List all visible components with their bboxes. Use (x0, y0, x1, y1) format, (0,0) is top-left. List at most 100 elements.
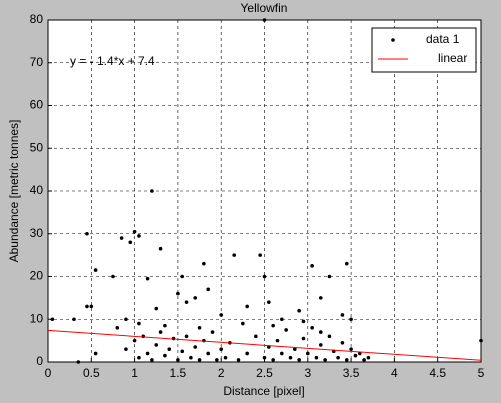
data-point (50, 317, 55, 322)
y-tick-label: 20 (30, 269, 44, 283)
data-point (167, 347, 172, 351)
data-point (318, 343, 323, 347)
data-point (184, 334, 189, 339)
data-point (357, 351, 362, 356)
data-point (206, 351, 211, 356)
data-point (223, 355, 228, 360)
x-tick-label: 2.5 (256, 366, 273, 380)
y-tick-label: 0 (36, 354, 43, 368)
x-tick-label: 2 (218, 366, 225, 380)
data-point (145, 276, 150, 281)
data-point (76, 360, 81, 364)
data-point (150, 358, 154, 362)
y-tick-label: 10 (30, 311, 44, 325)
data-point (297, 308, 301, 313)
data-point (150, 189, 154, 193)
data-point (297, 358, 301, 362)
data-point (336, 355, 340, 360)
data-point (193, 296, 198, 300)
data-point (362, 358, 366, 362)
y-tick-label: 60 (30, 98, 44, 112)
data-point (327, 274, 332, 279)
data-point (219, 313, 223, 317)
data-point (85, 231, 89, 236)
data-point (267, 300, 271, 304)
y-tick-label: 30 (30, 226, 44, 240)
data-point (137, 355, 141, 360)
x-tick-label: 0.5 (83, 366, 100, 380)
data-point (344, 358, 349, 362)
x-axis-label: Distance [pixel] (223, 384, 304, 398)
data-point (158, 246, 163, 251)
data-point (262, 18, 267, 22)
data-point (210, 330, 215, 334)
data-point (245, 351, 249, 356)
data-point (197, 358, 202, 362)
data-point (219, 347, 223, 351)
data-point (89, 304, 94, 309)
data-point (193, 345, 198, 349)
data-point (262, 274, 267, 279)
legend-label: linear (438, 51, 467, 65)
data-point (115, 326, 120, 330)
data-point (288, 355, 293, 360)
data-point (132, 338, 137, 343)
data-point (180, 274, 185, 279)
data-point (310, 264, 314, 268)
data-point (271, 358, 275, 362)
data-point (184, 300, 189, 304)
y-tick-label: 50 (30, 140, 44, 154)
legend-label: data 1 (426, 32, 460, 46)
data-point (271, 323, 275, 328)
fit-line (47, 329, 482, 361)
data-point (479, 338, 483, 343)
data-point (366, 355, 371, 360)
data-point (132, 229, 137, 234)
annotation: y = - 1.4*x + 7.4 (70, 54, 155, 68)
chart-title: Yellowfin (241, 1, 288, 15)
data-point (189, 355, 193, 360)
data-point (163, 323, 167, 328)
data-point (284, 328, 288, 332)
x-tick-label: 3 (304, 366, 311, 380)
data-point (241, 321, 245, 326)
data-point (323, 358, 327, 362)
data-point (93, 351, 98, 356)
data-point (163, 353, 167, 358)
data-point (353, 353, 358, 358)
data-point (202, 261, 206, 266)
data-point (340, 313, 345, 317)
data-point (258, 253, 262, 257)
data-point (154, 306, 159, 311)
data-point (119, 236, 124, 240)
x-tick-label: 4 (391, 366, 398, 380)
x-tick-label: 1.5 (170, 366, 187, 380)
data-point (280, 317, 284, 322)
data-point (232, 253, 236, 257)
x-tick-label: 5 (478, 366, 485, 380)
data-point (128, 240, 133, 245)
data-point (111, 274, 115, 279)
data-point (262, 355, 267, 360)
data-point (72, 317, 76, 322)
data-point (301, 336, 306, 341)
data-point (215, 358, 219, 362)
legend-box (371, 27, 477, 73)
data-point (197, 326, 202, 330)
data-point (176, 291, 180, 296)
x-tick-label: 0 (45, 366, 52, 380)
data-point (137, 321, 141, 326)
data-point (327, 334, 332, 339)
data-point (85, 304, 89, 309)
data-point (141, 334, 146, 339)
x-tick-label: 4.5 (429, 366, 446, 380)
data-point (349, 347, 353, 351)
data-point (344, 261, 349, 266)
data-point (301, 319, 306, 324)
data-point (236, 358, 241, 362)
data-point (137, 234, 141, 238)
data-point (310, 326, 314, 330)
data-point (245, 304, 249, 309)
data-point (93, 268, 98, 272)
